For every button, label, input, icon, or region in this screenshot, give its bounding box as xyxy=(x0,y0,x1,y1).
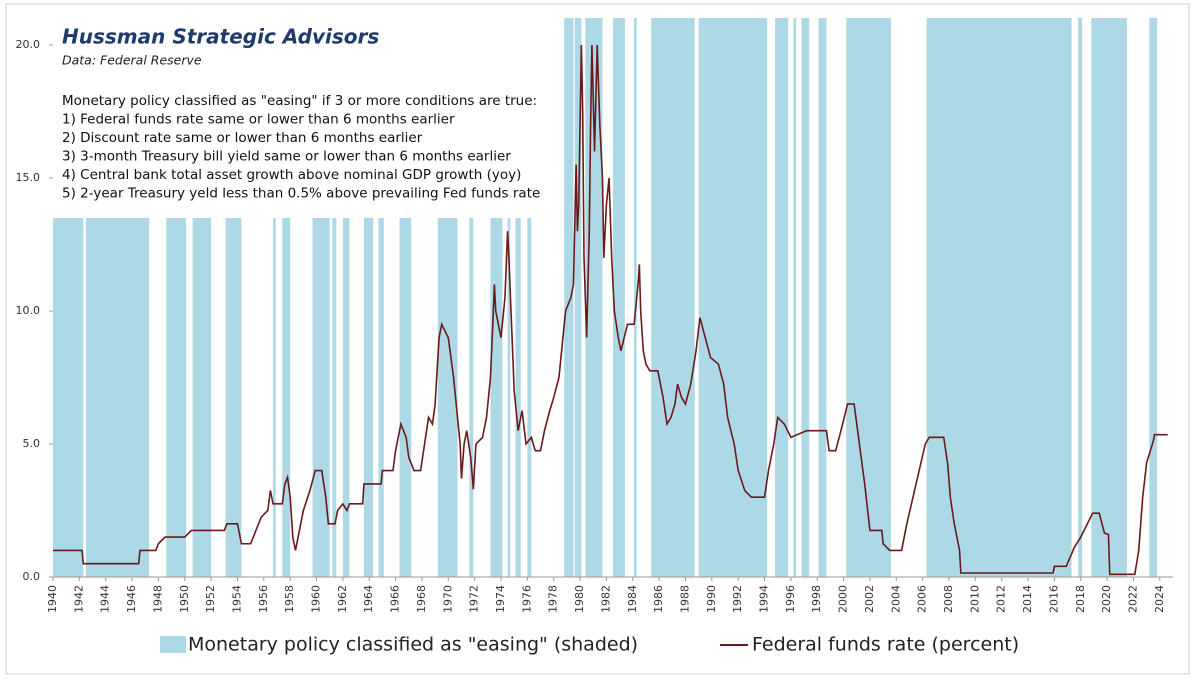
x-tick-label: 2002 xyxy=(863,585,876,613)
x-tick-label: 1942 xyxy=(72,585,85,613)
y-tick-label: 15.0 xyxy=(16,171,41,184)
legend-label: Federal funds rate (percent) xyxy=(752,634,1019,656)
x-tick-label: 1970 xyxy=(441,585,454,613)
easing-period xyxy=(363,18,374,577)
x-tick-label: 1950 xyxy=(178,585,191,613)
chart-title: Hussman Strategic Advisors xyxy=(62,25,379,49)
x-tick-label: 1996 xyxy=(784,585,797,613)
legend-swatch xyxy=(160,636,186,653)
easing-period xyxy=(793,18,797,577)
easing-period xyxy=(613,18,625,577)
x-tick-label: 1968 xyxy=(415,585,428,613)
easing-period xyxy=(634,18,637,577)
annotation-line: 3) 3-month Treasury bill yield same or l… xyxy=(62,149,511,165)
y-tick-label: 20.0 xyxy=(16,38,41,51)
y-tick-label: 0.0 xyxy=(23,570,41,583)
x-tick-label: 1952 xyxy=(204,585,217,613)
y-tick-label: 10.0 xyxy=(16,304,41,317)
x-tick-label: 1958 xyxy=(283,585,296,613)
easing-period xyxy=(818,18,827,577)
legend-label: Monetary policy classified as "easing" (… xyxy=(188,634,638,656)
x-tick-label: 2022 xyxy=(1126,585,1139,613)
easing-period xyxy=(399,18,412,577)
easing-period xyxy=(282,18,291,577)
x-tick-label: 2004 xyxy=(889,585,902,613)
x-tick-label: 1980 xyxy=(573,585,586,613)
x-tick-label: 1940 xyxy=(46,585,59,613)
easing-period xyxy=(846,18,892,577)
x-tick-label: 1992 xyxy=(731,585,744,613)
easing-period xyxy=(273,18,276,577)
x-tick-label: 1986 xyxy=(652,585,665,613)
x-tick-label: 2020 xyxy=(1100,585,1113,613)
annotation-line: 2) Discount rate same or lower than 6 mo… xyxy=(62,130,423,146)
x-tick-label: 1964 xyxy=(362,585,375,613)
x-tick-label: 1954 xyxy=(230,585,243,613)
easing-period xyxy=(1091,18,1127,577)
easing-period xyxy=(332,18,337,577)
x-tick-label: 1960 xyxy=(310,585,323,613)
x-tick-label: 1976 xyxy=(520,585,533,613)
easing-period xyxy=(515,18,521,577)
rate-line xyxy=(53,44,1168,576)
easing-period xyxy=(469,18,474,577)
x-tick-label: 1974 xyxy=(494,585,507,613)
annotation-line: 4) Central bank total asset growth above… xyxy=(62,167,521,183)
x-tick-label: 2012 xyxy=(995,585,1008,613)
x-tick-label: 1984 xyxy=(626,585,639,613)
easing-period xyxy=(342,18,350,577)
annotation-line: Monetary policy classified as "easing" i… xyxy=(62,93,537,109)
easing-period xyxy=(507,18,511,577)
easing-period xyxy=(801,18,810,577)
x-tick-label: 2014 xyxy=(1021,585,1034,613)
x-tick-label: 2010 xyxy=(968,585,981,613)
x-tick-label: 1994 xyxy=(758,585,771,613)
easing-period xyxy=(574,18,582,577)
easing-period xyxy=(926,18,1072,577)
x-tick-label: 2006 xyxy=(916,585,929,613)
annotations: Monetary policy classified as "easing" i… xyxy=(62,93,540,202)
easing-period xyxy=(564,18,574,577)
annotation-line: 1) Federal funds rate same or lower than… xyxy=(62,112,455,128)
x-tick-label: 2016 xyxy=(1047,585,1060,613)
easing-period xyxy=(378,18,384,577)
x-tick-label: 1982 xyxy=(599,585,612,613)
y-tick-label: 5.0 xyxy=(23,437,41,450)
x-tick-label: 1948 xyxy=(151,585,164,613)
easing-period xyxy=(490,18,503,577)
x-tick-label: 1962 xyxy=(336,585,349,613)
x-tick-label: 1988 xyxy=(678,585,691,613)
x-tick-label: 2018 xyxy=(1074,585,1087,613)
x-tick-label: 1972 xyxy=(468,585,481,613)
chart-subtitle: Data: Federal Reserve xyxy=(62,53,202,68)
x-tick-label: 2000 xyxy=(837,585,850,613)
x-tick-label: 2024 xyxy=(1153,585,1166,613)
easing-period xyxy=(1149,18,1158,577)
easing-period xyxy=(527,18,532,577)
easing-period xyxy=(651,18,695,577)
easing-period xyxy=(698,18,768,577)
annotation-line: 5) 2-year Treasury yeld less than 0.5% a… xyxy=(62,186,540,202)
easing-period xyxy=(1078,18,1083,577)
x-tick-label: 1978 xyxy=(547,585,560,613)
easing-period xyxy=(775,18,789,577)
legend: Monetary policy classified as "easing" (… xyxy=(160,634,1019,656)
annotation-box xyxy=(53,18,548,218)
x-tick-label: 1998 xyxy=(810,585,823,613)
x-tick-label: 1946 xyxy=(125,585,138,613)
x-tick-label: 1956 xyxy=(257,585,270,613)
x-tick-label: 1944 xyxy=(99,585,112,613)
x-tick-label: 1966 xyxy=(389,585,402,613)
x-tick-label: 1990 xyxy=(705,585,718,613)
x-tick-label: 2008 xyxy=(942,585,955,613)
